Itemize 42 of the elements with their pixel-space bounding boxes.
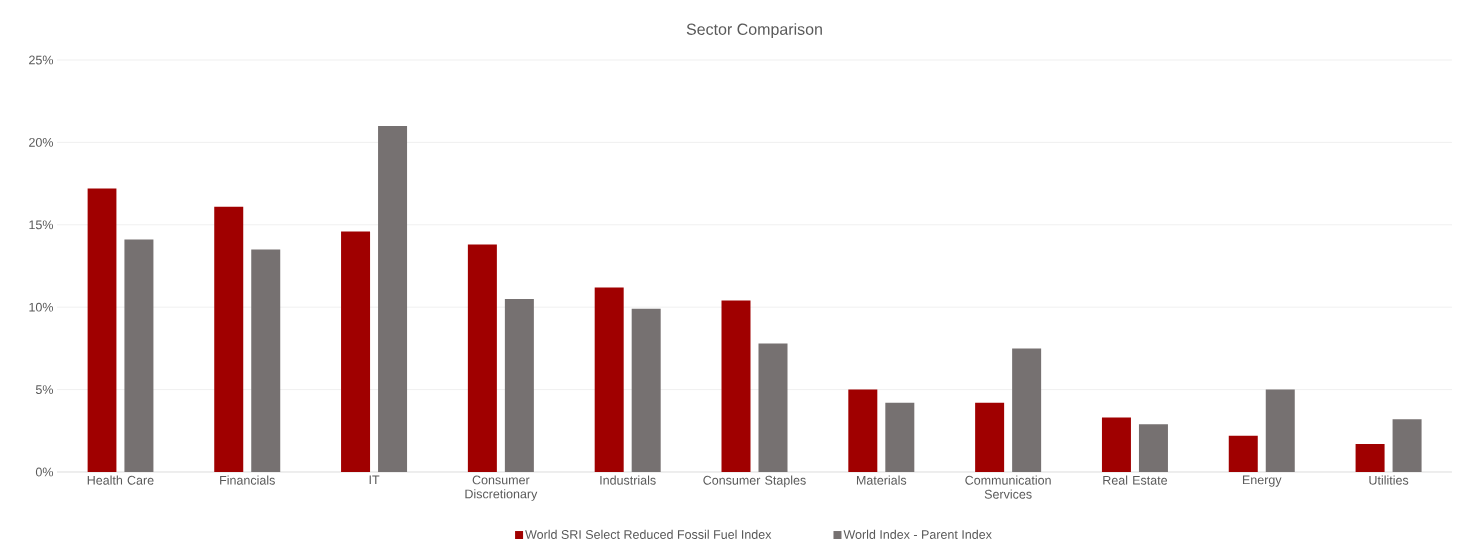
bar	[1138, 424, 1168, 472]
x-tick-label: Industrials	[600, 475, 656, 485]
x-tick-label: IT	[369, 475, 380, 485]
bar	[214, 206, 244, 472]
y-tick-label: 15%	[29, 220, 54, 230]
bar	[721, 300, 751, 472]
bar	[378, 125, 408, 472]
bar	[504, 298, 534, 472]
bar	[1265, 389, 1295, 472]
x-tick-label: Health Care	[87, 475, 154, 485]
chart-title: Sector Comparison	[686, 23, 822, 39]
y-tick-label: 0%	[35, 467, 54, 477]
bar	[848, 389, 878, 472]
bar	[467, 244, 497, 472]
bar	[885, 402, 915, 472]
legend-label: World SRI Select Reduced Fossil Fuel Index	[525, 529, 772, 539]
bar	[251, 249, 281, 472]
bar	[1392, 419, 1422, 472]
bar	[1228, 435, 1258, 472]
y-tick-label: 5%	[35, 385, 54, 394]
y-tick-label: 20%	[29, 137, 54, 147]
bar	[341, 231, 371, 472]
legend-label: World Index - Parent Index	[843, 529, 992, 539]
bar	[975, 402, 1005, 472]
x-tick-label: Communication Services	[965, 475, 1051, 499]
x-tick-label: Consumer Staples	[703, 475, 806, 488]
x-tick-label: Materials	[856, 475, 907, 485]
bar	[124, 239, 154, 472]
bar	[758, 343, 788, 472]
bar	[1012, 348, 1042, 472]
y-tick-label: 10%	[29, 302, 54, 312]
bar	[594, 287, 624, 472]
x-tick-label: Energy	[1242, 475, 1282, 487]
bar	[1355, 443, 1385, 472]
x-tick-label: Consumer Discretionary	[465, 475, 538, 501]
x-tick-label: Utilities	[1369, 475, 1409, 485]
bar	[87, 188, 117, 472]
bar	[1101, 417, 1131, 472]
y-tick-label: 25%	[29, 55, 54, 65]
x-tick-label: Real Estate	[1103, 475, 1168, 485]
bar	[631, 308, 661, 472]
x-tick-label: Financials	[220, 475, 275, 485]
